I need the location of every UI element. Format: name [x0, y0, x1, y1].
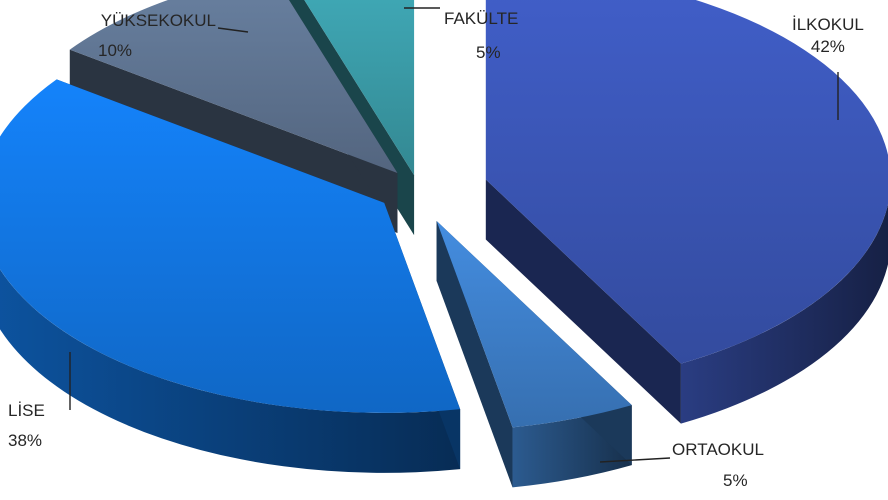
label-yuksekokul-pct: 10% [97, 41, 133, 60]
label-ortaokul-pct: 5% [723, 471, 748, 490]
label-ortaokul-name: ORTAOKUL [672, 440, 764, 459]
label-fakulte-pct: 5% [476, 43, 501, 62]
label-ilkokul-name: İLKOKUL [792, 15, 864, 34]
label-lise-pct: 38% [8, 431, 43, 450]
slice-side-li̇se [0, 269, 461, 473]
slice-top-yüksekokul [69, 0, 398, 174]
label-ilkokul-pct: 42% [810, 37, 845, 56]
slice-ortaokul [436, 221, 632, 488]
slice-top-li̇se [0, 79, 461, 413]
label-yuksekokul-name: YÜKSEKOKUL [100, 11, 216, 30]
label-fakulte-name: FAKÜLTE [444, 9, 519, 28]
slice-cut-face [485, 179, 681, 424]
slice-cut-face [436, 221, 513, 488]
label-ilkokul: İLKOKUL 42% [792, 14, 864, 58]
label-lise: LİSE 38% [8, 400, 45, 452]
label-yuksekokul: YÜKSEKOKUL 10% [70, 10, 216, 62]
label-lise-name: LİSE [8, 401, 45, 420]
slice-i̇lkokul [485, 0, 888, 424]
leader-line-yüksekokul [217, 27, 249, 33]
slice-top-i̇lkokul [485, 0, 888, 364]
slice-li̇se [0, 79, 461, 473]
slice-side-i̇lkokul [680, 204, 888, 424]
slice-top-fakülte [304, 0, 415, 176]
slice-top-ortaokul [436, 221, 632, 428]
leader-line-ortaokul [599, 457, 671, 463]
